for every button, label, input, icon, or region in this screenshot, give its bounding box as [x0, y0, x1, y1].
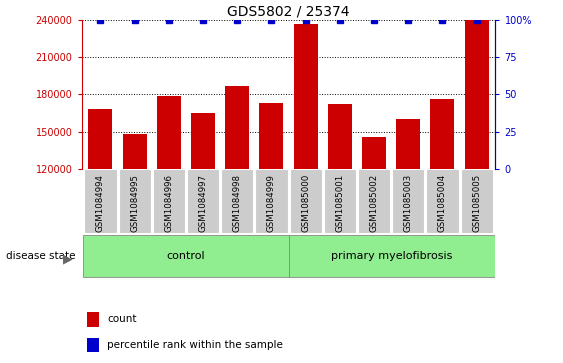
Text: ▶: ▶	[63, 252, 73, 265]
Bar	[123, 134, 146, 318]
Text: GSM1085001: GSM1085001	[336, 174, 345, 232]
FancyBboxPatch shape	[426, 170, 458, 233]
Bar	[225, 86, 249, 318]
Text: percentile rank within the sample: percentile rank within the sample	[107, 340, 283, 350]
FancyBboxPatch shape	[392, 170, 425, 233]
Text: GSM1084996: GSM1084996	[164, 174, 173, 232]
FancyBboxPatch shape	[187, 170, 219, 233]
Text: count: count	[107, 314, 136, 325]
Text: GSM1085000: GSM1085000	[301, 174, 310, 232]
Text: GSM1085003: GSM1085003	[404, 174, 413, 232]
Text: disease state: disease state	[6, 251, 75, 261]
Bar	[157, 95, 181, 318]
Bar	[260, 103, 283, 318]
Text: GSM1085005: GSM1085005	[472, 174, 481, 232]
Bar	[396, 119, 420, 318]
FancyBboxPatch shape	[84, 170, 117, 233]
FancyBboxPatch shape	[256, 170, 288, 233]
Text: GSM1084998: GSM1084998	[233, 174, 242, 232]
Bar	[88, 109, 113, 318]
Bar	[191, 113, 215, 318]
Text: GSM1084997: GSM1084997	[199, 174, 208, 232]
FancyBboxPatch shape	[153, 170, 185, 233]
Text: GSM1085002: GSM1085002	[369, 174, 378, 232]
FancyBboxPatch shape	[324, 170, 356, 233]
FancyBboxPatch shape	[358, 170, 390, 233]
FancyBboxPatch shape	[221, 170, 253, 233]
FancyBboxPatch shape	[83, 235, 288, 277]
Text: GSM1084999: GSM1084999	[267, 174, 276, 232]
Text: GSM1084995: GSM1084995	[130, 174, 139, 232]
Text: control: control	[167, 251, 205, 261]
Bar	[294, 24, 318, 318]
Bar	[328, 104, 352, 318]
Text: GSM1085004: GSM1085004	[438, 174, 447, 232]
FancyBboxPatch shape	[119, 170, 151, 233]
Text: primary myelofibrosis: primary myelofibrosis	[331, 251, 453, 261]
Bar	[362, 136, 386, 318]
Title: GDS5802 / 25374: GDS5802 / 25374	[227, 5, 350, 19]
Text: GSM1084994: GSM1084994	[96, 174, 105, 232]
FancyBboxPatch shape	[289, 170, 321, 233]
Bar	[431, 99, 454, 318]
FancyBboxPatch shape	[461, 170, 493, 233]
Bar	[464, 20, 489, 318]
FancyBboxPatch shape	[288, 235, 495, 277]
